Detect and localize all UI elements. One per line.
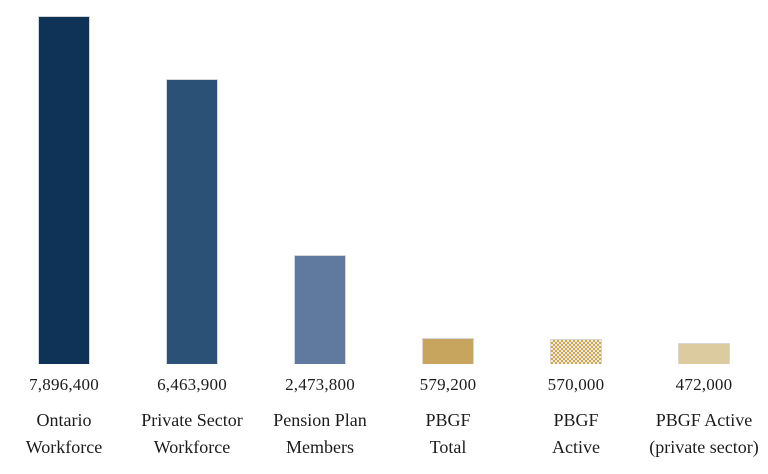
category-label-line: Active <box>552 437 600 457</box>
value-label-pension-plan-members: 2,473,800 <box>285 375 355 394</box>
category-label-pbgf-active: PBGF Active <box>552 407 600 461</box>
chart-column-ontario-workforce: 7,896,400 Ontario Workforce <box>0 0 128 474</box>
bar-area-pension-plan-members <box>256 0 384 364</box>
category-label-line: PBGF <box>425 410 471 430</box>
bar-area-pbgf-total <box>384 0 512 364</box>
category-label-private-sector-workforce: Private Sector Workforce <box>141 407 242 461</box>
chart-column-pbgf-active-private-sector: 472,000 PBGF Active (private sector) <box>640 0 768 474</box>
bar-pension-plan-members <box>294 255 346 364</box>
category-label-line: Total <box>429 437 467 457</box>
chart-column-pension-plan-members: 2,473,800 Pension Plan Members <box>256 0 384 474</box>
category-label-ontario-workforce: Ontario Workforce <box>26 407 103 461</box>
bar-ontario-workforce <box>38 16 90 364</box>
category-label-pension-plan-members: Pension Plan Members <box>273 407 367 461</box>
value-label-pbgf-active: 570,000 <box>547 375 605 394</box>
chart-column-private-sector-workforce: 6,463,900 Private Sector Workforce <box>128 0 256 474</box>
category-label-line: Ontario <box>36 410 92 430</box>
category-label-line: PBGF <box>553 410 599 430</box>
bar-area-ontario-workforce <box>0 0 128 364</box>
chart-column-pbgf-total: 579,200 PBGF Total <box>384 0 512 474</box>
value-label-private-sector-workforce: 6,463,900 <box>157 375 227 394</box>
category-label-line: (private sector) <box>649 437 759 457</box>
bar-area-private-sector-workforce <box>128 0 256 364</box>
category-label-pbgf-active-private-sector: PBGF Active (private sector) <box>649 407 758 461</box>
value-label-pbgf-active-private-sector: 472,000 <box>675 375 733 394</box>
category-label-line: Workforce <box>25 437 103 457</box>
category-label-line: PBGF Active <box>655 410 753 430</box>
category-label-line: Members <box>286 437 354 457</box>
chart-column-pbgf-active: 570,000 PBGF Active <box>512 0 640 474</box>
bar-area-pbgf-active-private-sector <box>640 0 768 364</box>
category-label-line: Workforce <box>153 437 231 457</box>
bar-pbgf-active-private-sector <box>678 343 730 364</box>
bar-area-pbgf-active <box>512 0 640 364</box>
bar-private-sector-workforce <box>166 79 218 364</box>
bar-pbgf-total <box>422 338 474 364</box>
value-label-pbgf-total: 579,200 <box>419 375 477 394</box>
category-label-line: Private Sector <box>141 410 243 430</box>
category-label-pbgf-total: PBGF Total <box>425 407 470 461</box>
bar-pbgf-active <box>550 339 602 364</box>
value-label-ontario-workforce: 7,896,400 <box>29 375 99 394</box>
category-label-line: Pension Plan <box>273 410 367 430</box>
